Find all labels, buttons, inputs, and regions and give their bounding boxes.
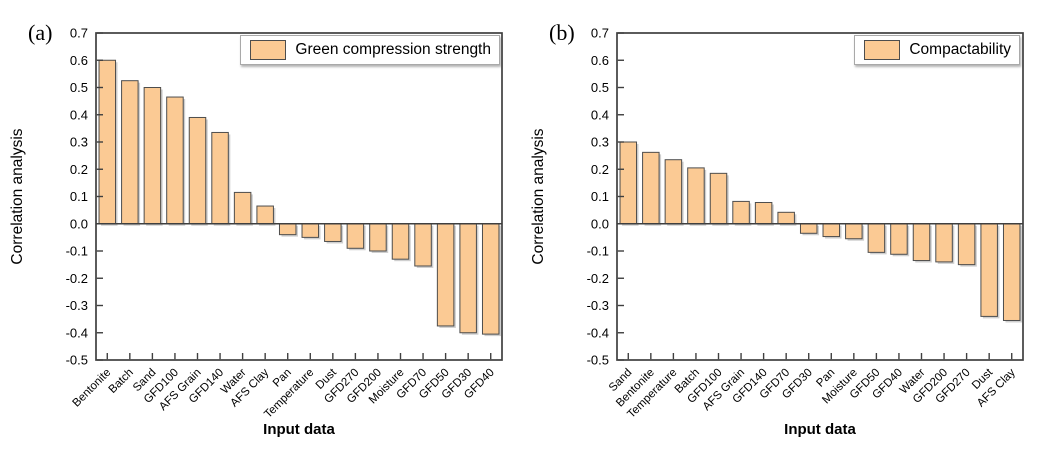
y-axis-title: Correlation analysis: [9, 128, 26, 264]
bar-GFD40: [890, 223, 908, 255]
bar-GFD70: [414, 223, 432, 267]
bar-AFS Grain: [732, 200, 750, 225]
legend-b-swatch-icon: [864, 40, 901, 60]
y-tick-label: -0.3: [587, 298, 609, 313]
panel-a: (a) 0.7 0.6 0.5 0.4 0.3 0.2 0.1 0.0 -0.1 -0.2 -0.3…: [9, 20, 503, 438]
y-tick-label: -0.1: [587, 244, 609, 259]
bar-Sand: [619, 141, 638, 225]
y-tick-label: 0.4: [70, 107, 88, 122]
y-tick-label: -0.4: [66, 325, 88, 340]
bar-Moisture: [845, 223, 863, 240]
y-tick-label: 0.0: [591, 216, 609, 231]
bar-Temperature: [301, 223, 320, 238]
y-tick-label: 0.5: [591, 80, 609, 95]
y-tick-label: 0.1: [70, 189, 88, 204]
panel-a-label: (a): [28, 20, 53, 45]
bar-GFD200: [369, 223, 387, 252]
y-tick-label: 0.3: [70, 135, 88, 150]
y-tick-label: -0.3: [66, 298, 88, 313]
y-tick-label: 0.0: [70, 216, 88, 231]
bar-Moisture: [391, 223, 410, 260]
y-tick-label: -0.2: [66, 271, 88, 286]
y-tick-label: 0.1: [591, 189, 609, 204]
bar-Pan: [278, 223, 297, 236]
x-axis-title: Input data: [263, 421, 335, 438]
bar-GFD50: [867, 223, 886, 253]
plot-border: [95, 32, 503, 361]
plot-border: [616, 32, 1024, 361]
bar-GFD100: [709, 172, 728, 225]
y-tick-label: -0.5: [66, 353, 88, 368]
bar-Dust: [324, 223, 342, 242]
bar-AFS Grain: [188, 116, 207, 225]
bar-Dust: [980, 223, 998, 317]
legend-a: Green compression strength: [240, 35, 500, 65]
y-tick-label: 0.2: [70, 162, 88, 177]
y-tick-label: -0.2: [587, 271, 609, 286]
bar-GFD100: [166, 96, 184, 225]
legend-a-label: Green compression strength: [295, 41, 491, 58]
panel-b: (b) 0.7 0.6 0.5 0.4 0.3 0.2 0.1 0.0 -0.1 -0.2 -0.3…: [521, 0, 1042, 452]
bar-GFD50: [436, 223, 455, 327]
legend-b-label: Compactability: [909, 41, 1011, 58]
bar-GFD140: [754, 201, 773, 225]
chart-a-green-compression-strength: 0.7 0.6 0.5 0.4 0.3 0.2 0.1 0.0 -0.1 -0.2 -0.3 -0.4…: [9, 26, 503, 438]
bar-Water: [912, 223, 931, 262]
bar-Pan: [822, 223, 841, 238]
panel-b-label: (b): [549, 20, 575, 45]
bar-Bentonite: [642, 151, 660, 225]
bar-Water: [233, 191, 252, 225]
bar-GFD40: [481, 223, 500, 335]
x-category-label: Batch: [107, 367, 136, 396]
legend-b: Compactability: [854, 35, 1020, 65]
y-tick-label: 0.7: [70, 26, 88, 41]
y-tick-label: -0.5: [587, 353, 609, 368]
y-tick-label: 0.2: [591, 162, 609, 177]
y-axis-title: Correlation analysis: [530, 128, 547, 264]
bar-GFD270: [346, 223, 365, 249]
y-tick-label: 0.6: [591, 53, 609, 68]
y-tick-label: 0.4: [591, 107, 609, 122]
y-tick-label: 0.5: [70, 80, 88, 95]
y-tick-label: 0.6: [70, 53, 88, 68]
bar-AFS Clay: [1002, 223, 1021, 321]
y-tick-label: 0.7: [591, 26, 609, 41]
bar-AFS Clay: [256, 205, 274, 225]
bar-Batch: [687, 167, 705, 225]
bar-GFD270: [957, 223, 976, 266]
y-tick-label: -0.1: [66, 244, 88, 259]
bar-GFD200: [935, 223, 953, 263]
x-axis-title: Input data: [784, 421, 856, 438]
y-tick-label: 0.3: [591, 135, 609, 150]
legend-a-swatch-icon: [250, 40, 287, 60]
bar-GFD30: [799, 223, 818, 234]
bar-Temperature: [664, 159, 683, 225]
bar-GFD30: [459, 223, 477, 334]
chart-b-compactability: 0.7 0.6 0.5 0.4 0.3 0.2 0.1 0.0 -0.1 -0.2 -0.3 -0.4…: [530, 26, 1024, 438]
bar-Batch: [121, 80, 139, 225]
bar-Sand: [143, 87, 162, 225]
bar-GFD140: [211, 131, 229, 225]
bar-GFD70: [777, 211, 795, 225]
y-tick-label: -0.4: [587, 325, 609, 340]
